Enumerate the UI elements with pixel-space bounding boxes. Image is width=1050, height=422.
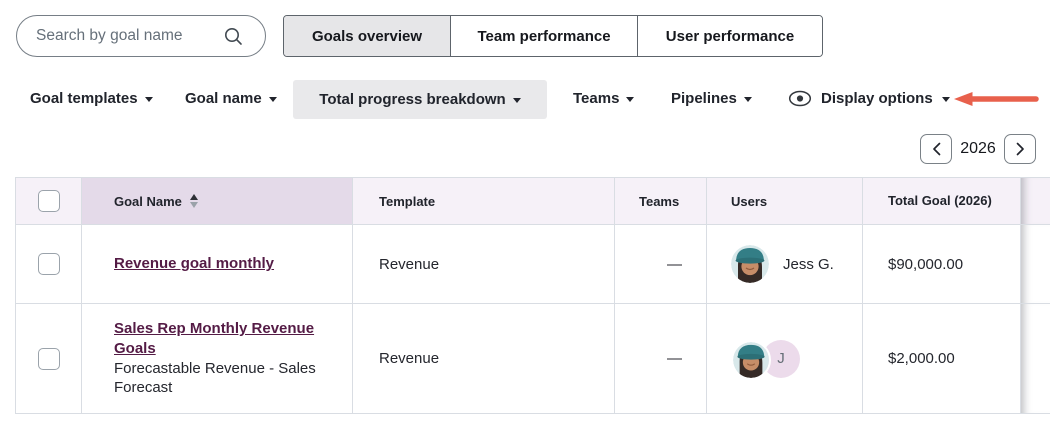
tab-goals-overview[interactable]: Goals overview [284,16,450,56]
chevron-down-icon [512,98,521,103]
header-total-goal-label: Total Goal (2026) [888,192,992,208]
header-goal-name[interactable]: Goal Name [82,178,353,224]
row-checkbox[interactable] [37,253,60,275]
table-header-row: Goal Name Template Teams Users Total Goa… [16,178,1050,224]
template-cell: Revenue [353,304,615,413]
template-cell: Revenue [353,225,615,303]
row-select-cell [16,304,82,413]
search-icon[interactable] [223,26,253,47]
header-template: Template [353,178,615,224]
row-checkbox[interactable] [37,347,60,370]
teams-cell: — [615,304,707,413]
filter-teams[interactable]: Teams [573,90,635,107]
filter-goal-name-label: Goal name [185,90,262,107]
year-navigation: 2026 [920,133,1040,164]
empty-value-dash: — [667,350,682,367]
total-goal-cell: $90,000.00 [863,225,1021,303]
filter-goal-templates[interactable]: Goal templates [30,90,153,107]
goal-search [16,15,266,57]
previous-year-button[interactable] [920,133,952,164]
table-row: Revenue goal monthly Revenue — [16,224,1050,303]
sort-ascending-icon[interactable] [189,194,198,208]
display-options-menu[interactable]: Display options [788,90,950,107]
user-avatar[interactable] [731,339,771,380]
next-year-button[interactable] [1004,133,1036,164]
goal-name-cell: Revenue goal monthly [82,225,353,303]
annotation-arrow-icon [953,91,1039,112]
chevron-down-icon [626,97,635,102]
chevron-down-icon [268,97,277,102]
select-all-checkbox[interactable] [37,190,60,212]
header-users: Users [707,178,863,224]
display-options-label: Display options [821,90,933,107]
chevron-down-icon [941,97,950,102]
filter-total-progress-breakdown[interactable]: Total progress breakdown [293,80,547,119]
goal-link[interactable]: Sales Rep Monthly Revenue Goals [114,320,315,357]
overflow-cell [1021,225,1050,303]
header-select-all-cell [16,178,82,224]
chevron-down-icon [144,97,153,102]
filter-goal-templates-label: Goal templates [30,90,138,107]
user-avatar-group: J [731,339,803,380]
goal-link[interactable]: Revenue goal monthly [114,255,275,273]
filter-total-progress-breakdown-label: Total progress breakdown [319,91,506,108]
goal-subtitle: Forecastable Revenue - Sales Forecast [114,360,316,396]
filter-bar: Goal templates Goal name Total progress … [0,80,1050,120]
total-goal-cell: $2,000.00 [863,304,1021,413]
teams-cell: — [615,225,707,303]
users-cell: J [707,304,863,413]
goals-table: Goal Name Template Teams Users Total Goa… [15,177,1050,414]
filter-pipelines-label: Pipelines [671,90,737,107]
filter-goal-name[interactable]: Goal name [185,90,277,107]
user-avatar[interactable] [731,245,769,283]
goal-name-cell: Sales Rep Monthly Revenue Goals Forecast… [82,304,353,413]
performance-tabs: Goals overview Team performance User per… [283,15,823,57]
header-overflow-cell [1021,178,1050,224]
empty-value-dash: — [667,255,682,273]
user-name: Jess G. [783,255,834,273]
tab-team-performance[interactable]: Team performance [450,16,637,56]
row-select-cell [16,225,82,303]
filter-teams-label: Teams [573,90,620,107]
tab-user-performance[interactable]: User performance [637,16,822,56]
chevron-down-icon [743,97,752,102]
eye-icon [788,90,812,107]
header-teams: Teams [615,178,707,224]
table-row: Sales Rep Monthly Revenue Goals Forecast… [16,303,1050,413]
current-year: 2026 [960,139,996,157]
overflow-cell [1021,304,1050,413]
header-goal-name-label: Goal Name [114,193,182,209]
users-cell: Jess G. [707,225,863,303]
search-input[interactable] [17,27,223,45]
filter-pipelines[interactable]: Pipelines [671,90,752,107]
header-total-goal: Total Goal (2026) [863,178,1021,224]
